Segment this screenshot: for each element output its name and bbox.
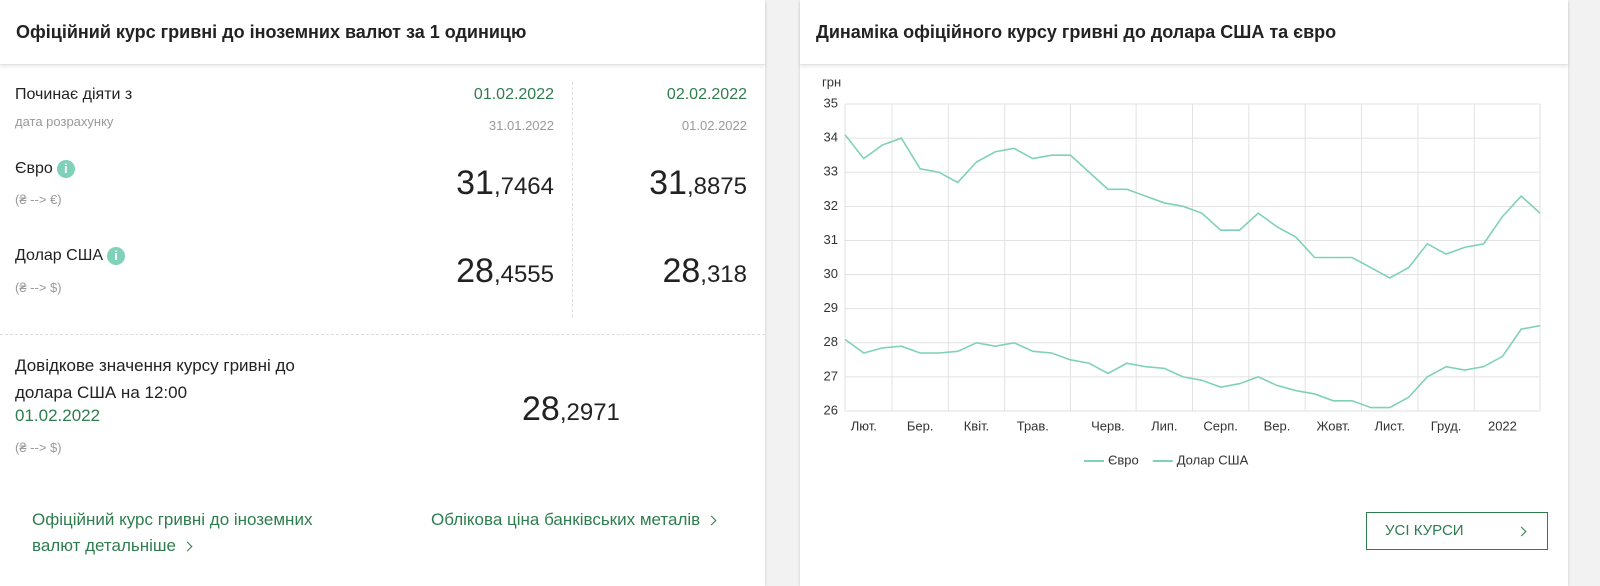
rate: 31,8875: [649, 164, 747, 203]
y-tick-label: 35: [824, 95, 838, 110]
calc-date: 31.01.2022: [488, 118, 554, 133]
card-title: Динаміка офіційного курсу гривні до дола…: [800, 0, 1568, 65]
chart: грн 26 27 28 29 30 31 32 33 34 35 Лют. Бер. Квіт. Трав…: [822, 74, 1541, 467]
reference-code: (₴ --> $): [15, 440, 62, 455]
reference-text: Довідкове значення курсу гривні до долар…: [15, 356, 295, 402]
rate-frac: ,8875: [686, 173, 747, 200]
chevron: [182, 541, 193, 552]
x-tick-label: Груд.: [1431, 418, 1462, 433]
link-text[interactable]: Офіційний курс гривні до іноземних валют…: [32, 510, 313, 555]
link[interactable]: Облікова ціна банківських металів: [431, 507, 717, 533]
y-tick-label: 32: [824, 198, 838, 213]
y-tick-label: 27: [824, 368, 838, 383]
chevron: [706, 515, 717, 526]
rate-int: 28: [456, 252, 494, 290]
chart-card: Динаміка офіційного курсу гривні до дола…: [800, 0, 1568, 586]
rate: 31,7464: [456, 164, 554, 203]
button-text[interactable]: УСІ КУРСИ: [1385, 522, 1464, 539]
rates-card: Офіційний курс гривні до іноземних валют…: [0, 0, 765, 586]
x-tick-label: Серп.: [1203, 418, 1238, 433]
x-tick-label: Лип.: [1151, 418, 1177, 433]
rate-int: 28: [662, 252, 701, 290]
legend-label: Долар США: [1177, 452, 1249, 467]
y-tick-label: 29: [824, 300, 838, 315]
info-icon[interactable]: i: [56, 160, 75, 178]
starts-label: Починає діяти з: [15, 86, 133, 103]
y-tick-label: 26: [824, 402, 838, 417]
x-tick-label: Трав.: [1017, 418, 1049, 433]
x-tick-label: Лют.: [851, 418, 877, 433]
rate-frac: ,2971: [559, 399, 620, 426]
card-title: Офіційний курс гривні до іноземних валют…: [0, 0, 765, 65]
x-tick-label: Бер.: [907, 418, 934, 433]
y-tick-label: 28: [824, 334, 838, 349]
y-axis-label: грн: [822, 74, 841, 89]
info-icon[interactable]: i: [107, 247, 126, 265]
y-tick-label: 34: [824, 130, 838, 145]
rate-int: 31: [456, 164, 494, 202]
rate-frac: ,318: [700, 261, 747, 288]
x-tick-label: Жовт.: [1316, 418, 1350, 433]
rate: 28,318: [662, 252, 747, 291]
legend-label: Євро: [1108, 452, 1139, 467]
x-tick-label: Черв.: [1091, 418, 1125, 433]
rate: 28,4555: [456, 252, 554, 291]
rate-frac: ,4555: [493, 261, 554, 288]
x-tick-label: 2022: [1488, 418, 1517, 433]
date: 02.02.2022: [666, 86, 747, 103]
divider: [0, 334, 765, 335]
y-tick-label: 30: [824, 266, 838, 281]
currency-name-text: Долар США: [15, 247, 104, 265]
rate-frac: ,7464: [493, 173, 554, 200]
link-text[interactable]: Облікова ціна банківських металів: [431, 510, 701, 529]
y-tick-label: 33: [824, 164, 838, 179]
divider: [572, 82, 573, 317]
rate-int: 31: [649, 164, 687, 202]
x-tick-label: Квіт.: [964, 418, 990, 433]
y-tick-label: 31: [824, 232, 838, 247]
series-line: [844, 134, 1541, 279]
currency-name-text: Євро: [15, 160, 53, 178]
all-rates-button[interactable]: УСІ КУРСИ: [1366, 512, 1548, 550]
currency-name: Долар США i: [15, 247, 126, 265]
currency-code: (₴ --> €): [15, 192, 62, 207]
currency-name: Євро i: [15, 160, 75, 178]
x-tick-label: Вер.: [1264, 418, 1291, 433]
x-tick-label: Лист.: [1375, 418, 1405, 433]
date: 01.02.2022: [473, 86, 554, 103]
calc-label: дата розрахунку: [15, 114, 114, 129]
chevron: [1516, 526, 1527, 537]
link[interactable]: Офіційний курс гривні до іноземних валют…: [32, 507, 342, 559]
rate-int: 28: [522, 390, 560, 428]
currency-code: (₴ --> $): [15, 280, 62, 295]
reference-rate: 28,2971: [522, 390, 620, 429]
reference-date: 01.02.2022: [15, 406, 101, 425]
calc-date: 01.02.2022: [681, 118, 747, 133]
series-line: [844, 324, 1541, 409]
